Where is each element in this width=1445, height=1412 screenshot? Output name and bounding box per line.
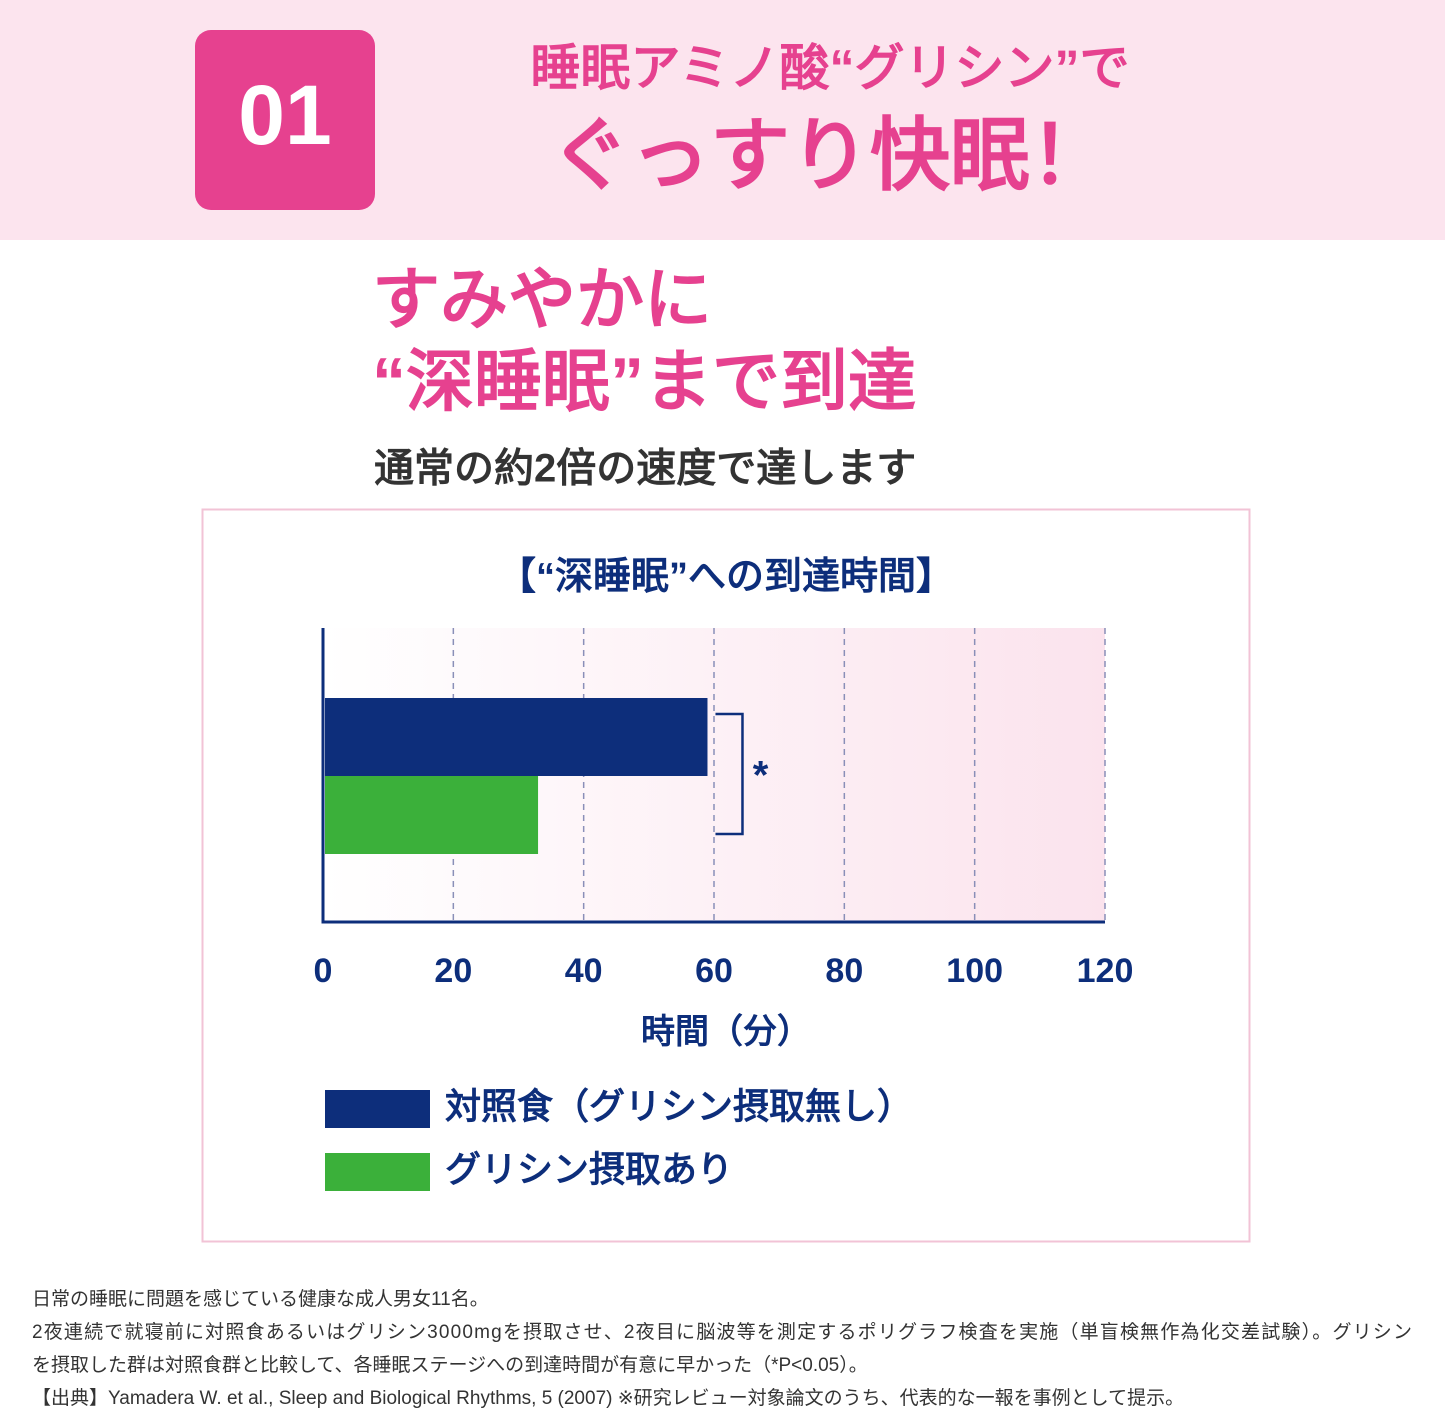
chart-frame: [201, 508, 1251, 1243]
x-tick-label: 40: [565, 952, 603, 990]
x-tick-label: 120: [1077, 952, 1134, 990]
legend-label: グリシン摂取あり: [445, 1149, 733, 1190]
headline: “深睡眠”まで到達: [372, 344, 916, 420]
axis: [321, 628, 1105, 924]
x-tick-label: 20: [434, 952, 472, 990]
footnote: を摂取した群は対照食群と比較して、各睡眠ステージへの到達時間が有意に早かった（*…: [32, 1354, 868, 1376]
badge-number: 01: [238, 68, 331, 162]
header-line: 睡眠アミノ酸“グリシン”で: [531, 40, 1130, 96]
headline: すみやかに: [372, 262, 712, 338]
significance-bracket: [715, 712, 744, 836]
chart-title: 【“深睡眠”への到達時間】: [498, 556, 954, 598]
plot: 0 20 40 60 80 100 120 対照食（グリシン摂取無し） グリシン摂取あり * 時間（…: [314, 628, 1134, 1191]
header-line: ぐっすり快眠！: [550, 111, 1110, 200]
footnote: 2夜連続で就寝前に対照食あるいはグリシン3000mgを摂取させ、2夜目に脳波等を…: [32, 1321, 1412, 1343]
legend-swatch: [325, 1090, 430, 1128]
x-tick-label: 100: [946, 952, 1003, 990]
x-tick-label: 0: [314, 952, 333, 990]
bar: [325, 776, 539, 854]
legend-label: 対照食（グリシン摂取無し）: [445, 1086, 913, 1127]
significance-mark: *: [753, 754, 769, 798]
subtitle: 通常の約2倍の速度で達します: [374, 447, 916, 491]
legend-swatch: [325, 1153, 430, 1191]
bar: [325, 698, 708, 776]
badge: [195, 30, 375, 210]
x-tick-label: 60: [695, 952, 733, 990]
footnote: 【出典】Yamadera W. et al., Sleep and Biolog…: [32, 1387, 1184, 1409]
footnote: 日常の睡眠に問題を感じている健康な成人男女11名。: [32, 1288, 489, 1310]
footnotes: 日常の睡眠に問題を感じている健康な成人男女11名。 2夜連続で就寝前に対照食あるい…: [32, 1288, 1412, 1409]
x-tick-label: 80: [825, 952, 863, 990]
x-axis-label: 時間（分）: [641, 1012, 811, 1051]
